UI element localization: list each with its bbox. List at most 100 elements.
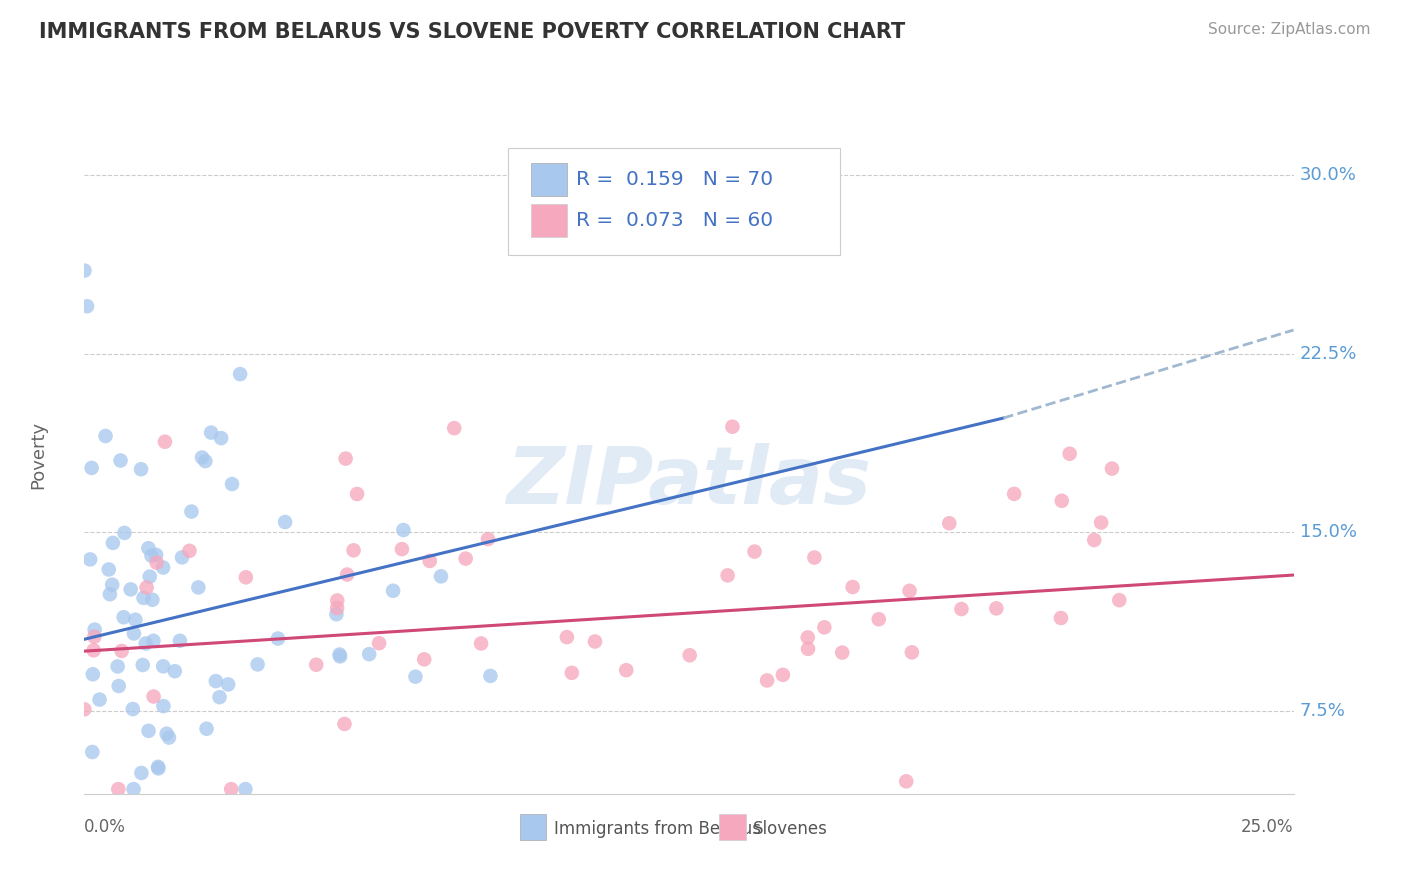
Point	[1083, 533, 1105, 547]
Point	[679, 648, 702, 663]
Point	[82, 667, 104, 681]
Text: 30.0%: 30.0%	[1299, 167, 1357, 185]
Point	[797, 631, 820, 645]
Point	[1059, 447, 1081, 461]
Text: 0.0%: 0.0%	[84, 818, 127, 836]
Text: 22.5%: 22.5%	[1299, 345, 1357, 363]
Point	[336, 567, 359, 582]
Point	[205, 674, 228, 689]
Point	[153, 434, 176, 449]
Point	[138, 541, 160, 556]
Point	[122, 782, 145, 797]
Point	[219, 782, 242, 797]
Point	[131, 766, 153, 780]
Point	[305, 657, 328, 672]
Point	[555, 630, 578, 644]
Point	[1108, 593, 1130, 607]
Point	[135, 581, 157, 595]
Point	[333, 717, 356, 731]
Point	[896, 774, 918, 789]
Point	[101, 577, 124, 591]
Point	[267, 632, 290, 646]
Point	[346, 487, 368, 501]
Point	[132, 591, 155, 605]
Point	[229, 367, 252, 381]
Point	[139, 569, 162, 583]
Text: IMMIGRANTS FROM BELARUS VS SLOVENE POVERTY CORRELATION CHART: IMMIGRANTS FROM BELARUS VS SLOVENE POVER…	[39, 22, 905, 42]
Point	[335, 451, 357, 466]
Point	[1101, 461, 1123, 475]
Point	[938, 516, 960, 531]
Point	[813, 620, 835, 634]
Point	[208, 690, 231, 705]
Point	[76, 299, 98, 313]
Point	[142, 690, 165, 704]
Point	[129, 462, 152, 476]
Point	[841, 580, 863, 594]
Point	[180, 505, 202, 519]
Point	[756, 673, 779, 688]
Point	[342, 543, 364, 558]
Point	[107, 679, 129, 693]
Point	[94, 429, 117, 443]
Text: 15.0%: 15.0%	[1299, 524, 1357, 541]
Point	[868, 612, 890, 626]
Point	[152, 560, 174, 574]
Point	[152, 659, 174, 673]
Text: Source: ZipAtlas.com: Source: ZipAtlas.com	[1208, 22, 1371, 37]
Point	[97, 562, 120, 576]
Point	[898, 583, 921, 598]
Point	[209, 431, 232, 445]
Point	[157, 731, 180, 745]
Point	[235, 570, 257, 584]
Point	[1002, 487, 1025, 501]
Point	[101, 536, 124, 550]
Point	[235, 782, 257, 797]
Point	[98, 587, 121, 601]
Point	[73, 263, 96, 277]
Point	[107, 659, 129, 673]
Point	[986, 601, 1008, 615]
Point	[1090, 516, 1112, 530]
Point	[359, 647, 381, 661]
Point	[1050, 611, 1073, 625]
Point	[614, 663, 637, 677]
Point	[404, 670, 426, 684]
Point	[419, 554, 441, 568]
Point	[79, 552, 101, 566]
Point	[169, 633, 191, 648]
Point	[382, 583, 405, 598]
FancyBboxPatch shape	[720, 814, 745, 840]
Point	[89, 692, 111, 706]
Text: R =  0.073   N = 60: R = 0.073 N = 60	[576, 211, 773, 230]
Point	[217, 677, 239, 691]
Point	[950, 602, 973, 616]
Point	[156, 727, 179, 741]
Point	[83, 623, 105, 637]
Point	[274, 515, 297, 529]
Text: Immigrants from Belarus: Immigrants from Belarus	[554, 820, 761, 838]
Point	[107, 782, 129, 797]
Point	[430, 569, 453, 583]
Point	[831, 646, 853, 660]
Point	[114, 525, 136, 540]
Point	[329, 648, 352, 662]
Point	[141, 549, 163, 563]
Text: ZIPatlas: ZIPatlas	[506, 443, 872, 521]
Point	[121, 702, 143, 716]
Point	[120, 582, 142, 597]
Point	[797, 641, 820, 656]
Point	[721, 419, 744, 434]
Point	[148, 761, 170, 775]
Point	[443, 421, 465, 435]
Point	[145, 556, 167, 570]
Point	[195, 722, 218, 736]
Point	[477, 532, 499, 546]
Point	[657, 204, 679, 219]
Point	[717, 568, 740, 582]
Point	[1050, 493, 1073, 508]
Point	[200, 425, 222, 440]
Point	[470, 636, 492, 650]
Point	[413, 652, 436, 666]
Point	[83, 643, 105, 657]
